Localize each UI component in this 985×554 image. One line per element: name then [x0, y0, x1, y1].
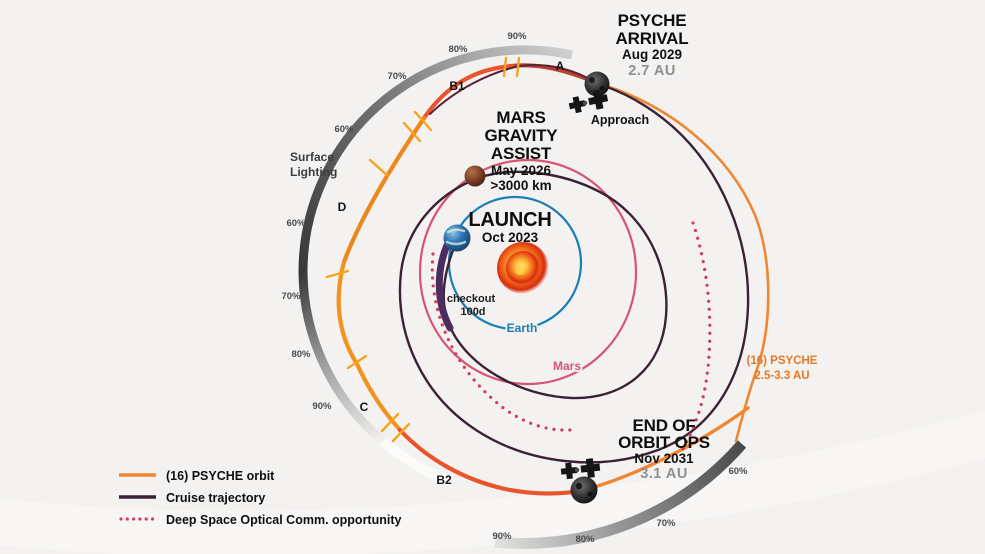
segment-tick [391, 422, 411, 443]
psyche-orbit-label-line2: 2.5-3.3 AU [754, 370, 809, 382]
segment-tick [515, 56, 521, 78]
segment-tick [402, 121, 422, 143]
checkout-label-line2: 100d [460, 306, 485, 318]
psyche-orbit-segment-b1 [421, 63, 515, 121]
lighting-pct-label: 80% [575, 534, 595, 545]
surface-lighting-title-line2: Lighting [290, 165, 337, 179]
launch-date: Oct 2023 [482, 230, 539, 245]
lighting-pct-label: 90% [312, 401, 332, 412]
lighting-pct-label: 90% [507, 31, 527, 42]
approach-label: Approach [591, 113, 649, 127]
psyche-orbit-end-segment [586, 406, 750, 491]
orbit-name-labels: Earth Mars (16) PSYCHE 2.5-3.3 AU [505, 319, 818, 382]
lighting-pct-label: 60% [334, 124, 354, 135]
lighting-pct-label: 60% [728, 466, 748, 477]
end-ops-title-line2: ORBIT OPS [618, 433, 710, 452]
arrival-date: Aug 2029 [622, 47, 682, 62]
dsoc-arc-right [681, 221, 712, 451]
mars-assist-title-line1: MARS [496, 108, 545, 127]
segment-tick [325, 269, 350, 279]
lighting-pct-label: 60% [286, 218, 306, 229]
lighting-pct-label: 80% [291, 349, 311, 360]
lighting-pct-label: 90% [492, 531, 512, 542]
segment-label-c: C [360, 400, 369, 414]
psyche-orbit-segment-b2 [397, 427, 591, 496]
celestial-bodies [443, 71, 610, 504]
segment-tick [368, 158, 390, 178]
launch-title: LAUNCH [468, 209, 551, 231]
dsoc-arcs [430, 221, 712, 451]
segment-label-b1: B1 [449, 79, 465, 93]
legend-label-dsoc: Deep Space Optical Comm. opportunity [166, 513, 401, 527]
cruise-loop-2 [398, 82, 750, 464]
legend-item-dsoc: Deep Space Optical Comm. opportunity [119, 513, 401, 527]
milestone-labels: PSYCHE ARRIVAL Aug 2029 2.7 AU Approach … [447, 11, 710, 482]
earth-clouds [445, 228, 467, 246]
mars-orbit-label: Mars [553, 359, 581, 373]
psyche-orbit-heliocentric-arc [595, 81, 770, 443]
psyche-orbit-segment-c [354, 361, 403, 433]
lighting-pct-label: 70% [387, 71, 407, 82]
arrival-title-line2: ARRIVAL [616, 29, 689, 48]
surface-lighting-labels: Surface Lighting 90% 80% 70% 60% 60% 70%… [281, 31, 748, 545]
segment-tick [502, 56, 508, 78]
segment-tick [413, 110, 433, 132]
legend-label-psyche-orbit: (16) PSYCHE orbit [166, 469, 275, 483]
psyche-asteroid-arrival [584, 71, 610, 97]
background-swoosh [0, 410, 985, 554]
legend-item-psyche-orbit: (16) PSYCHE orbit [119, 469, 275, 483]
surface-lighting-ring-lower [298, 271, 386, 445]
segment-tick [380, 412, 400, 433]
segment-label-b2: B2 [436, 473, 452, 487]
lighting-pct-label: 80% [448, 44, 468, 55]
end-ops-date: Nov 2031 [634, 451, 694, 466]
surface-lighting-ring-fade [379, 437, 451, 486]
orbit-segment-letters: A B1 D C B2 [338, 59, 565, 487]
segment-label-a: A [556, 59, 565, 73]
legend-item-cruise: Cruise trajectory [119, 491, 265, 505]
surface-lighting-rings [298, 45, 747, 549]
surface-lighting-title-line1: Surface [290, 150, 334, 164]
psyche-orbit-label-line1: (16) PSYCHE [747, 355, 818, 367]
dsoc-arc-left [430, 252, 572, 432]
psyche-asteroid-end [570, 476, 598, 504]
mars-assist-distance: >3000 km [490, 178, 551, 193]
mars-orbit [418, 158, 638, 386]
mars-assist-title-line3: ASSIST [491, 144, 552, 163]
end-ops-title-line1: END OF [632, 416, 695, 435]
earth-orbit-label: Earth [507, 321, 538, 335]
cruise-loop-1 [442, 170, 668, 400]
orbit-segment-ticks [325, 56, 521, 443]
legend-label-cruise: Cruise trajectory [166, 491, 265, 505]
end-ops-distance: 3.1 AU [640, 466, 688, 482]
checkout-label-line1: checkout [447, 293, 496, 305]
mars-assist-title-line2: GRAVITY [485, 126, 559, 145]
surface-lighting-ring-outer [494, 440, 747, 549]
mars-assist-date: May 2026 [491, 163, 552, 178]
surface-lighting-ring-upper [298, 45, 573, 273]
lighting-pct-label: 70% [656, 518, 676, 529]
lighting-pct-label: 70% [281, 291, 301, 302]
sun-flare [515, 265, 525, 275]
segment-label-d: D [338, 200, 347, 214]
cruise-approach-overlay [429, 63, 598, 115]
mars-globe [464, 165, 486, 187]
psyche-orbit-segment-d [341, 115, 427, 265]
arrival-title-line1: PSYCHE [618, 11, 687, 30]
segment-tick [346, 354, 368, 370]
legend: (16) PSYCHE orbit Cruise trajectory Deep… [119, 469, 401, 527]
arrival-distance: 2.7 AU [628, 63, 676, 79]
